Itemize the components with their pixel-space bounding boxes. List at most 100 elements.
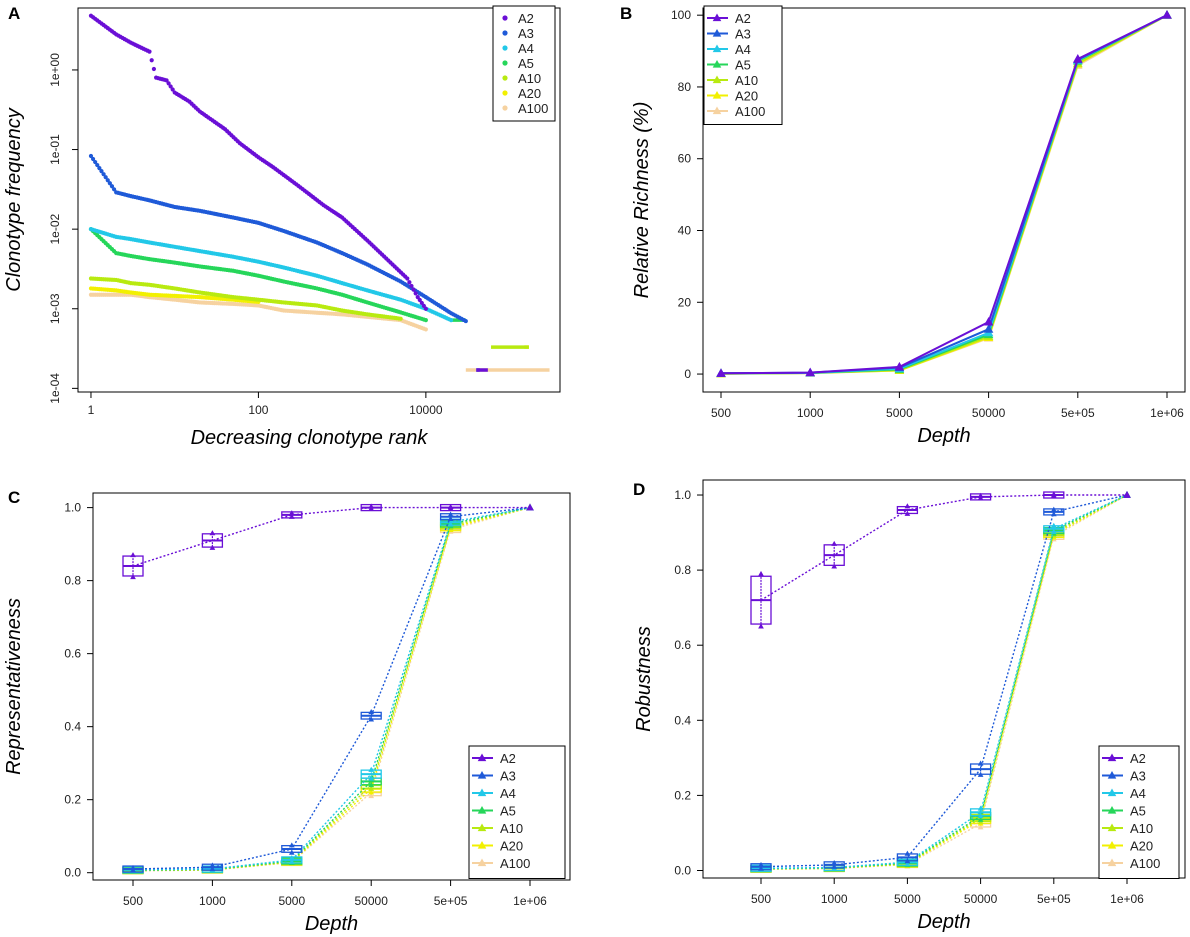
series-line [760,494,1127,601]
series-line [720,14,1168,375]
legend-panel-c: A2 A3 A4 A5 A10 A20 A100 [468,745,566,879]
data-point [409,283,414,289]
legend-label-a10: A10 [1130,821,1153,836]
legend-label-a3: A3 [1130,769,1146,784]
legend-label-a2: A2 [1130,751,1146,766]
x-tick-label: 1e+06 [1110,892,1144,906]
legend-marker-a20 [502,90,508,96]
outlier-marker [288,842,295,848]
data-point [170,87,175,92]
x-tick-label: 5e+05 [1061,406,1095,420]
y-tick-label: 1e-01 [48,134,62,165]
y-tick-label: 0.4 [674,713,691,727]
outlier-marker [1050,492,1057,498]
outlier-marker [368,709,375,715]
point-marker [1073,53,1083,63]
outlier-marker [904,850,911,856]
y-tick-label: 0.8 [674,563,691,577]
y-tick-label: 1e-04 [48,373,62,404]
outlier-marker [904,858,911,864]
y-tick-label: 0.2 [674,788,691,802]
series-a5 [88,227,466,323]
data-point [90,156,96,162]
panel-b: B 500 1000 5000 50000 5e+05 1e+06 0 20 40 60 80 100 D… [620,4,1186,447]
outlier-marker [447,505,454,511]
outlier-marker [831,540,838,546]
legend-label-a5: A5 [1130,804,1146,819]
data-point [93,159,98,165]
x-tick-label: 1 [88,403,95,417]
x-tick-label: 50000 [964,892,998,906]
legend-label-a2: A2 [500,751,516,766]
outlier-marker [288,858,295,864]
y-tick-label: 20 [678,295,692,309]
legend-label-a100: A100 [518,101,548,116]
legend-label-a20: A20 [735,89,758,104]
x-axis-title: Depth [917,425,970,447]
series-a20 [88,286,529,349]
legend-marker-a3 [1107,771,1117,779]
legend-marker-a3 [712,29,722,37]
x-tick-label: 1e+06 [1150,406,1184,420]
legend-label-a100: A100 [735,104,765,119]
legend-marker-a4 [477,788,487,797]
y-axis-title: Robustness [633,626,655,732]
legend-marker-a4 [1107,788,1117,797]
outlier-marker [977,813,984,819]
legend-box [492,5,556,122]
legend-marker-a10 [1107,823,1117,832]
x-tick-label: 500 [751,892,771,906]
y-tick-label: 60 [678,152,692,166]
legend-label-a3: A3 [500,769,516,784]
series-line [720,14,1168,375]
x-axis-title: Depth [917,911,970,933]
plot-frame-b [702,7,1186,393]
data-point [411,287,416,292]
legend-marker-a20 [477,841,487,849]
outlier-marker [288,513,295,519]
point-marker [1123,491,1131,498]
legend-marker-a2 [712,13,722,22]
legend-label-a4: A4 [518,41,534,56]
outlier-marker [288,855,295,861]
legend-marker-a5 [1107,806,1117,814]
legend-label-a3: A3 [518,26,534,41]
legend-label-a10: A10 [500,821,523,836]
legend-marker-a20 [712,91,722,99]
data-point [107,181,112,186]
y-tick-label: 1.0 [64,501,81,515]
data-point [405,276,410,281]
data-point [423,318,428,323]
y-tick-label: 80 [678,80,692,94]
series-a10 [88,276,529,349]
legend-marker-a10 [712,75,722,84]
outlier-marker [209,866,216,872]
y-tick-label: 0 [684,367,691,381]
data-point [398,316,403,321]
series-a3 [716,10,1172,377]
point-marker [716,368,726,377]
outlier-marker [447,511,454,517]
x-tick-label: 1000 [797,406,824,420]
legend-label-a100: A100 [1130,856,1160,871]
data-point [423,327,428,332]
legend-label-a100: A100 [500,856,530,871]
legend-marker-a4 [712,44,722,53]
x-tick-label: 50000 [355,894,389,908]
outlier-marker [977,495,984,501]
x-tick-label: 100 [248,403,268,417]
y-tick-label: 0.0 [674,863,691,877]
x-axis-title: Depth [305,913,358,935]
outlier-marker [758,861,764,867]
legend-marker-a100 [477,858,487,867]
legend-label-a10: A10 [518,71,541,86]
legend-marker-a5 [712,60,722,68]
x-tick-label: 5e+05 [434,894,468,908]
outlier-marker [130,867,136,873]
y-axis-title: Representativeness [3,598,25,775]
data-point [166,81,171,86]
data-point [95,162,100,168]
series-a2 [750,491,1131,629]
legend-marker-a10 [502,75,508,81]
